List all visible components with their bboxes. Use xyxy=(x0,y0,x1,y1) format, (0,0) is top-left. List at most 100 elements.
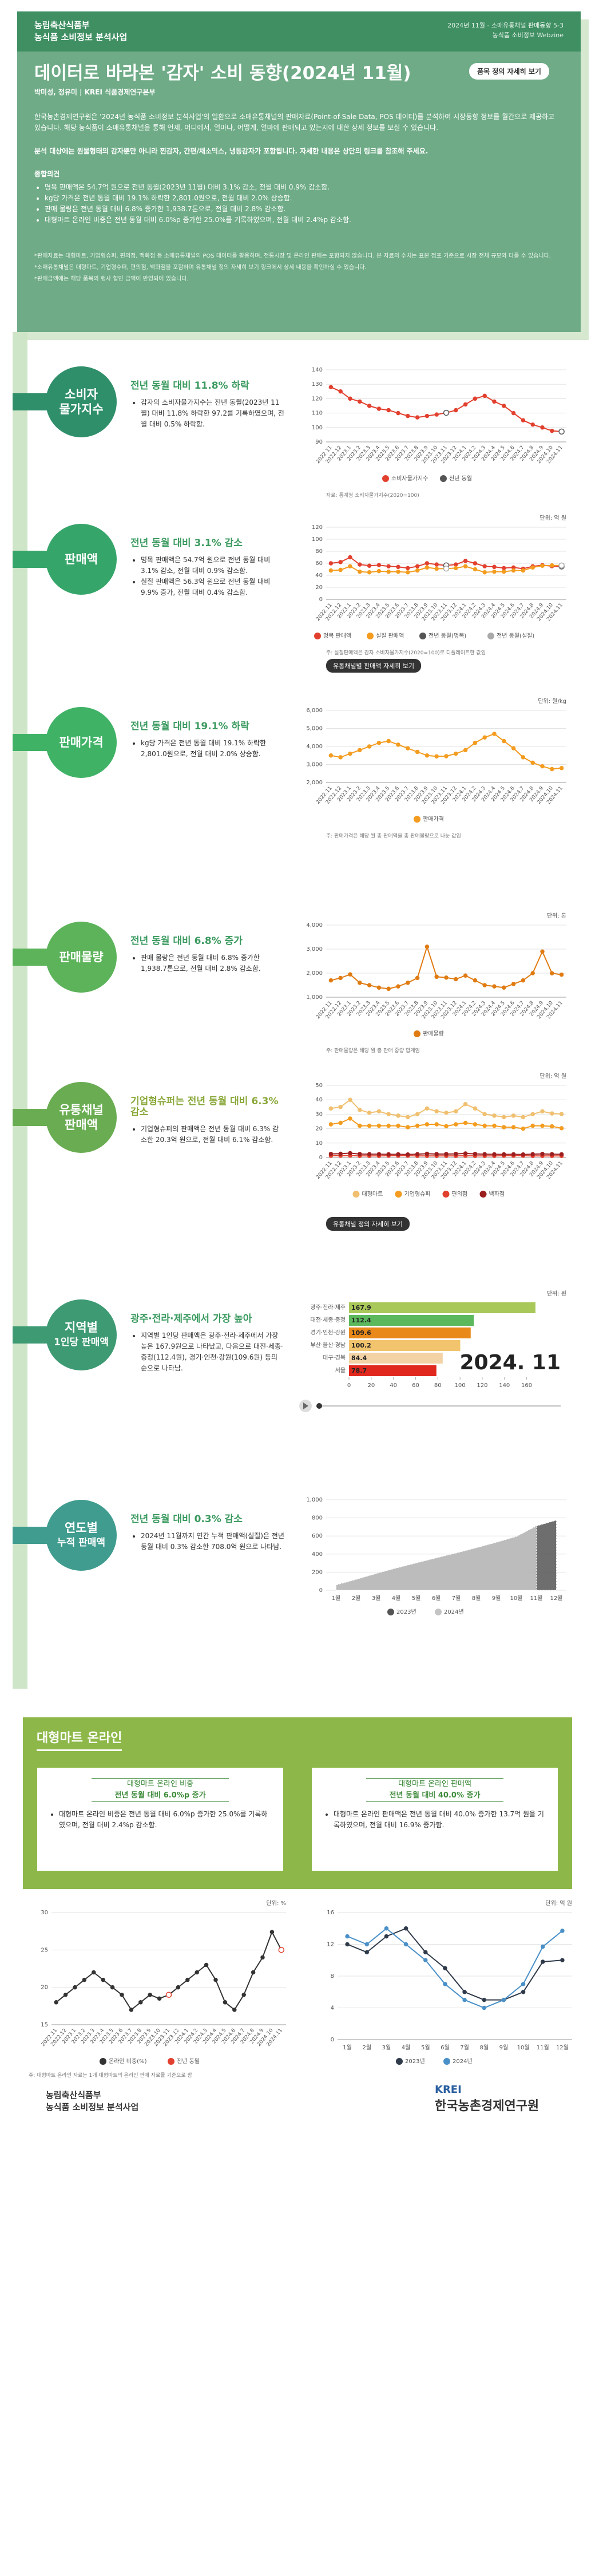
data-point xyxy=(424,565,430,570)
detail-button[interactable]: 유통채널 정의 자세히 보기 xyxy=(326,1217,410,1231)
y-tick-label: 50 xyxy=(315,1082,323,1089)
legend-swatch xyxy=(387,1609,394,1615)
bullet: 실질 판매액은 56.3억 원으로 전년 동월 대비 9.9% 증가, 전월 대… xyxy=(141,576,285,598)
data-point xyxy=(406,413,410,418)
legend-label: 2024년 xyxy=(453,2058,473,2065)
detail-button[interactable]: 유통채널별 판매액 자세히 보기 xyxy=(326,659,422,673)
x-tick-label: 100 xyxy=(455,1382,466,1389)
series-line xyxy=(55,1930,282,2011)
data-point xyxy=(386,738,391,744)
data-point xyxy=(521,978,526,983)
unit-label: 단위: 원/kg xyxy=(538,697,566,705)
legend-label: 2023년 xyxy=(396,1609,416,1615)
meta: 2024년 11월 - 소매유통채널 판매동향 5-3 농식품 소비정보 Webz… xyxy=(447,21,564,40)
y-tick-label: 15 xyxy=(41,2022,48,2028)
data-point xyxy=(204,1962,209,1967)
data-point xyxy=(559,1152,564,1157)
badge-line: 판매액 xyxy=(65,552,98,566)
data-point xyxy=(482,1123,487,1128)
data-point xyxy=(473,1122,478,1127)
badge-line: 판매물량 xyxy=(59,950,104,964)
legend-label: 백화점 xyxy=(489,1191,505,1198)
data-point xyxy=(434,562,439,567)
data-point xyxy=(434,1152,439,1156)
data-point xyxy=(415,415,420,420)
data-point xyxy=(454,408,458,413)
data-point xyxy=(73,1985,77,1990)
x-tick-label: 1월 xyxy=(343,2044,352,2051)
data-point xyxy=(358,1123,362,1128)
data-point xyxy=(424,753,430,758)
heading-line: 대형마트 온라인 비중 xyxy=(127,1780,193,1788)
legend-swatch xyxy=(419,633,426,639)
category-label: 대전·세종·충청 xyxy=(310,1317,346,1323)
chart: 901001101201301402022.112022.122023.1202… xyxy=(312,367,566,482)
x-tick-label: 4월 xyxy=(402,2044,411,2051)
data-point xyxy=(406,1152,410,1157)
legend-swatch xyxy=(314,633,321,639)
data-point xyxy=(540,1123,545,1128)
legend-swatch xyxy=(352,1191,360,1198)
data-point xyxy=(541,1944,545,1949)
data-point xyxy=(492,564,497,570)
y-tick-label: 20 xyxy=(315,1126,323,1132)
data-point xyxy=(560,1958,565,1962)
data-point xyxy=(338,1151,343,1156)
headline: 광주·전라·제주에서 가장 높아 xyxy=(130,1313,252,1325)
data-point xyxy=(511,982,516,986)
headline: 기업형슈퍼는 전년 동월 대비 6.3% 감소 xyxy=(130,1096,279,1118)
data-point xyxy=(454,751,458,756)
data-point xyxy=(415,568,420,573)
legend-swatch xyxy=(395,1191,402,1198)
data-point xyxy=(338,389,343,394)
data-point xyxy=(358,1108,362,1112)
data-point xyxy=(92,1970,96,1975)
y-tick-label: 800 xyxy=(312,1515,323,1522)
bullet: kg당 가격은 전년 동월 대비 19.1% 하락한 2,801.0원으로, 전… xyxy=(141,738,285,760)
data-point xyxy=(367,1111,372,1115)
y-tick-label: 0 xyxy=(319,596,323,603)
data-point xyxy=(338,975,343,981)
data-point xyxy=(376,406,382,411)
bullet: 대형마트 온라인 판매액은 전년 동월 대비 40.0% 증가한 13.7억 원… xyxy=(334,1809,546,1831)
data-point xyxy=(444,975,449,980)
badge-line: 1인당 판매액 xyxy=(54,1337,109,1348)
data-point xyxy=(358,1152,362,1156)
definition-button[interactable]: 품목 정의 자세히 보기 xyxy=(469,63,549,80)
data-point xyxy=(511,410,516,416)
legend-label: 전년 동월(실질) xyxy=(497,633,534,639)
y-tick-label: 16 xyxy=(327,1910,334,1916)
summary-item: 대형마트 온라인 비중은 전년 동월 대비 6.0%p 증가한 25.0%를 기… xyxy=(45,215,561,226)
header: 농림축산식품부 농식품 소비정보 분석사업 2024년 11월 - 소매유통채널 … xyxy=(17,11,581,332)
x-tick-label: 40 xyxy=(390,1382,397,1389)
bullet: 명목 판매액은 54.7억 원으로 전년 동월 대비 3.1% 감소, 전월 대… xyxy=(141,555,285,576)
data-point xyxy=(358,399,362,404)
data-point xyxy=(521,1990,526,1994)
data-point xyxy=(348,1116,352,1121)
data-point xyxy=(434,1109,439,1114)
legend-label: 소비자물가지수 xyxy=(391,475,428,482)
x-tick-label: 80 xyxy=(434,1382,442,1389)
heading-line: 전년 동월 대비 40.0% 증가 xyxy=(389,1791,481,1800)
data-point xyxy=(367,744,372,749)
data-point xyxy=(386,408,391,413)
series-area xyxy=(336,1526,537,1591)
unit-label: 단위: 톤 xyxy=(547,912,566,919)
data-point xyxy=(358,748,362,753)
chart: 단위: 원 0 20 40 60 80 100 120 140 160 광주·전라·제주 167.9 대… xyxy=(299,1290,566,1412)
data-point xyxy=(550,767,554,772)
bullet: 지역별 1인당 판매액은 광주·전라·제주에서 가장 높은 167.9원으로 나… xyxy=(141,1330,285,1374)
data-point xyxy=(521,755,526,760)
legend-swatch xyxy=(443,2058,450,2065)
data-point xyxy=(376,740,382,745)
data-point xyxy=(338,755,343,760)
data-point xyxy=(396,410,400,416)
heading-line: 대형마트 온라인 판매액 xyxy=(398,1780,471,1788)
data-point xyxy=(424,1151,430,1156)
data-point xyxy=(384,1934,389,1939)
data-point xyxy=(559,1126,564,1131)
data-point xyxy=(396,1123,400,1128)
x-tick-label: 2월 xyxy=(362,2044,371,2051)
data-point xyxy=(541,1959,545,1964)
bullet: 2024년 11월까지 연간 누적 판매액(실질)은 전년 동월 대비 0.3%… xyxy=(141,1531,285,1552)
